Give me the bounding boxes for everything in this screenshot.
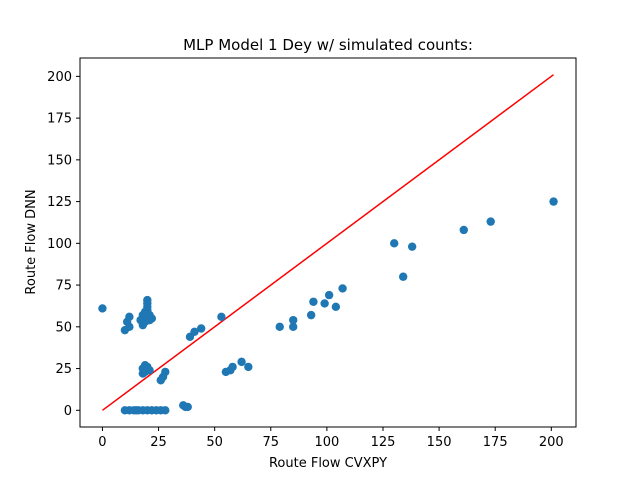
data-point xyxy=(196,324,206,333)
data-point xyxy=(459,225,468,235)
y-tick-label: 50 xyxy=(55,320,72,335)
data-point xyxy=(98,304,107,313)
data-point xyxy=(309,297,318,306)
data-point xyxy=(143,302,152,311)
data-point xyxy=(324,290,334,300)
y-axis-ticks: 0 25 50 75 100 125 150 175 200 xyxy=(47,70,80,419)
data-point xyxy=(407,242,417,251)
data-point xyxy=(289,322,298,332)
data-point xyxy=(125,322,134,332)
data-point xyxy=(237,357,246,367)
scatter-points-layer xyxy=(98,197,558,415)
data-point xyxy=(217,312,226,322)
diagonal-line-layer xyxy=(101,74,555,411)
data-point xyxy=(143,295,152,305)
data-point xyxy=(161,367,170,377)
data-point xyxy=(145,315,154,325)
diagonal-reference-line xyxy=(101,74,555,411)
data-point xyxy=(143,366,152,375)
data-point xyxy=(390,239,399,248)
data-point xyxy=(331,302,341,311)
y-tick-label: 0 xyxy=(64,404,72,419)
y-tick-label: 150 xyxy=(47,153,72,168)
data-point xyxy=(549,197,558,206)
x-tick-label: 100 xyxy=(314,435,339,450)
y-tick-label: 125 xyxy=(47,195,72,210)
data-point xyxy=(244,362,253,372)
data-point xyxy=(398,272,408,281)
data-point xyxy=(190,327,199,337)
y-tick-label: 175 xyxy=(47,112,72,127)
x-tick-label: 25 xyxy=(150,435,167,450)
data-point xyxy=(228,362,237,372)
data-point xyxy=(161,406,170,415)
y-tick-label: 100 xyxy=(47,237,72,252)
data-point xyxy=(289,315,298,325)
data-point xyxy=(306,310,316,320)
x-axis-label: Route Flow CVXPY xyxy=(269,456,387,471)
x-tick-label: 150 xyxy=(427,435,452,450)
data-point xyxy=(320,299,329,308)
data-point xyxy=(338,284,347,293)
plot-frame xyxy=(79,57,577,428)
y-tick-label: 25 xyxy=(55,362,72,377)
y-axis-label: Route Flow DNN xyxy=(24,189,39,294)
x-tick-label: 200 xyxy=(539,435,564,450)
data-point xyxy=(275,322,284,332)
data-point xyxy=(125,312,134,322)
x-tick-label: 75 xyxy=(262,435,279,450)
x-tick-label: 125 xyxy=(371,435,396,450)
x-tick-label: 50 xyxy=(206,435,223,450)
y-tick-label: 200 xyxy=(47,70,72,85)
y-tick-label: 75 xyxy=(55,279,72,294)
x-axis-ticks: 0 25 50 75 100 125 150 175 200 xyxy=(98,427,564,450)
x-tick-label: 0 xyxy=(98,435,106,450)
data-point xyxy=(486,217,495,226)
chart-title: MLP Model 1 Dey w/ simulated counts: xyxy=(183,36,473,54)
data-point xyxy=(183,402,192,412)
x-tick-label: 175 xyxy=(483,435,508,450)
